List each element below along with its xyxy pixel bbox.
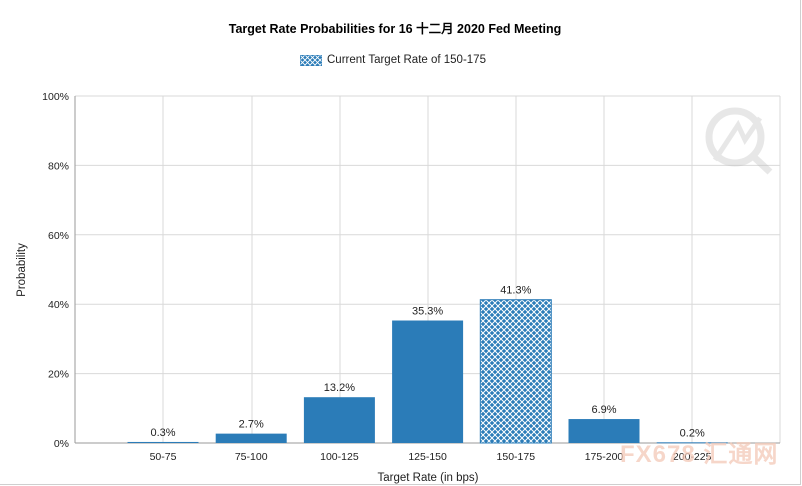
bar-125-150[interactable]	[392, 320, 464, 443]
x-tick-label-125-150: 125-150	[408, 451, 447, 463]
watermark-text: FX678 汇通网	[620, 441, 779, 468]
data-label-125-150: 35.3%	[412, 306, 443, 318]
bar-150-175[interactable]	[479, 299, 552, 444]
data-label-175-200: 6.9%	[591, 404, 616, 416]
x-axis-title: Target Rate (in bps)	[378, 472, 479, 484]
data-label-50-75: 0.3%	[150, 427, 175, 439]
y-tick-label: 0%	[54, 438, 69, 450]
data-label-200-225: 0.2%	[680, 427, 705, 439]
chart-title: Target Rate Probabilities for 16 十二月 202…	[228, 22, 562, 36]
y-tick-label: 100%	[42, 91, 69, 103]
y-tick-label: 60%	[48, 230, 69, 242]
legend-label: Current Target Rate of 150-175	[327, 54, 486, 66]
data-label-100-125: 13.2%	[324, 382, 355, 394]
x-tick-label-175-200: 175-200	[585, 451, 624, 463]
chart-legend: Current Target Rate of 150-175	[300, 52, 486, 68]
bar-layer	[127, 299, 728, 444]
x-tick-label-75-100: 75-100	[235, 451, 268, 463]
y-axis-title: Probability	[16, 243, 28, 297]
bar-175-200[interactable]	[568, 419, 640, 443]
legend-swatch-crosshatch	[300, 54, 322, 66]
y-tick-label: 40%	[48, 299, 69, 311]
x-tick-label-100-125: 100-125	[320, 451, 359, 463]
data-label-150-175: 41.3%	[500, 285, 531, 297]
watermark-logo-icon	[705, 107, 773, 175]
data-label-75-100: 2.7%	[239, 419, 264, 431]
y-tick-label: 80%	[48, 160, 69, 172]
bar-100-125[interactable]	[303, 397, 375, 443]
bar-200-225[interactable]	[656, 442, 728, 444]
label-layer: 0% 20% 40% 60% 80% 100% 0.3% 50-75 2.7% 75-100 13.…	[42, 91, 711, 463]
x-tick-label-200-225: 200-225	[673, 451, 712, 463]
bar-75-100[interactable]	[215, 433, 287, 443]
bar-50-75[interactable]	[127, 441, 199, 443]
y-tick-label: 20%	[48, 369, 69, 381]
x-tick-label-150-175: 150-175	[497, 451, 536, 463]
x-tick-label-50-75: 50-75	[150, 451, 177, 463]
